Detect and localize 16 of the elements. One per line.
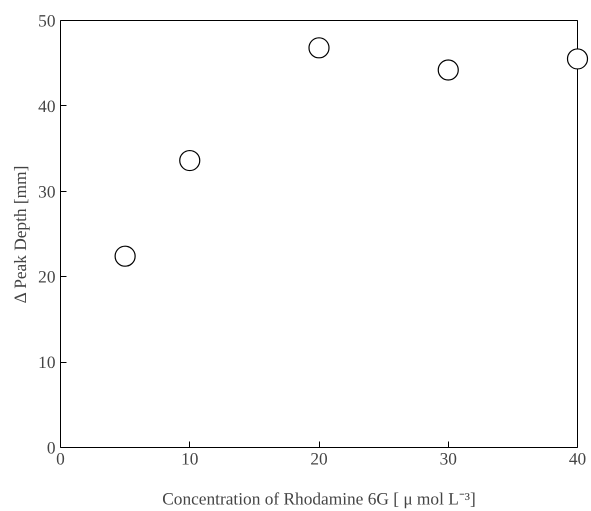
point bbox=[308, 37, 330, 58]
y-axis-title: Δ Peak Depth [mm] bbox=[11, 166, 30, 304]
point bbox=[179, 150, 200, 172]
y-tick-label: 40 bbox=[38, 96, 56, 116]
x-tick-label: 30 bbox=[440, 450, 457, 468]
y-tick-label: 30 bbox=[38, 182, 56, 202]
point bbox=[114, 246, 136, 267]
y-tick-label: 50 bbox=[38, 12, 56, 30]
point bbox=[566, 48, 588, 70]
y-tick-label: 20 bbox=[38, 268, 56, 287]
y-tick-label: 10 bbox=[38, 353, 56, 372]
point bbox=[438, 59, 459, 81]
x-tick-label: 20 bbox=[310, 450, 328, 468]
x-axis-title: Concentration of Rhodamine 6G [ μ mol L⁻³] bbox=[162, 490, 476, 508]
x-tick-label: 10 bbox=[181, 450, 198, 468]
x-tick-label: 40 bbox=[568, 450, 586, 468]
